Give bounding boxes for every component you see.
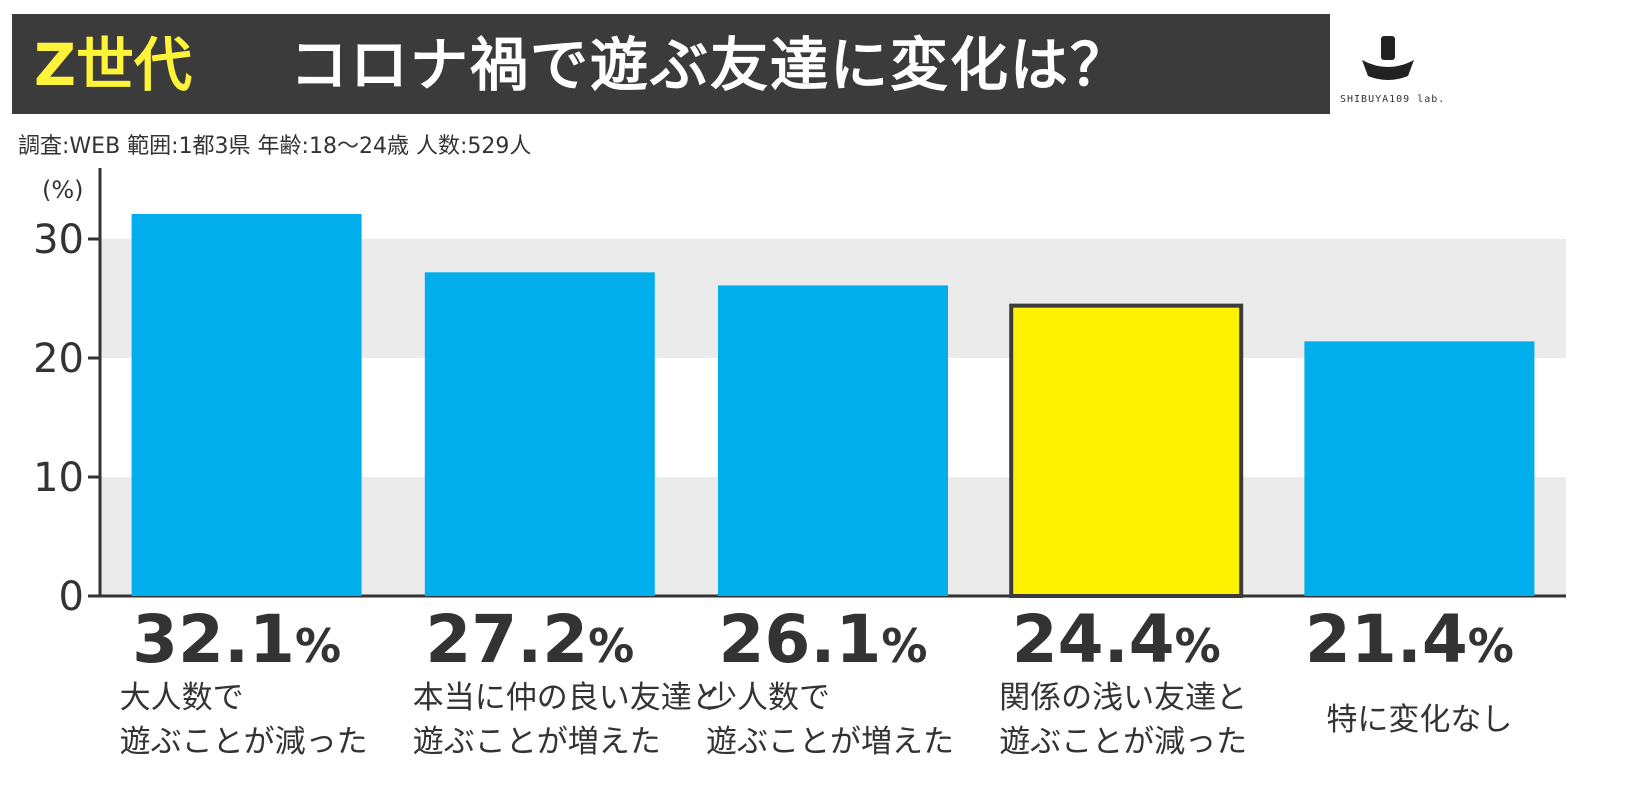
chart-title: コロナ禍で遊ぶ友達に変化は？ [290, 31, 1131, 99]
value-label: 27.2% [425, 601, 634, 678]
logo-text: SHIBUYA109 lab. [1340, 94, 1446, 105]
y-tick-label: 20 [33, 336, 84, 382]
value-label: 21.4% [1305, 601, 1514, 678]
bar [718, 285, 948, 596]
y-tick-label: 10 [33, 455, 84, 501]
title-badge: Z世代 [34, 31, 193, 99]
category-label: 関係の浅い友達と遊ぶことが減った [999, 680, 1247, 760]
y-tick-label: 30 [33, 217, 84, 263]
category-label: 特に変化なし [1326, 702, 1512, 738]
logo-icon [1362, 36, 1414, 80]
title-bar: Z世代 コロナ禍で遊ぶ友達に変化は？ [12, 14, 1330, 114]
bar [131, 214, 362, 596]
value-label: 32.1% [132, 601, 341, 678]
bar [1009, 303, 1244, 598]
bar [1304, 341, 1535, 596]
bar [424, 272, 655, 596]
category-label: 少人数で遊ぶことが増えた [706, 680, 954, 760]
category-label: 本当に仲の良い友達と遊ぶことが増えた [413, 680, 723, 760]
y-tick-label: 0 [59, 574, 84, 620]
survey-info: 調査:WEB 範囲:1都3県 年齢:18〜24歳 人数:529人 [18, 134, 532, 159]
y-axis-unit: (%) [42, 176, 84, 204]
shibuya109-logo: SHIBUYA109 lab. [1340, 32, 1444, 112]
value-label: 24.4% [1012, 601, 1221, 678]
value-label: 26.1% [719, 601, 928, 678]
category-label: 大人数で遊ぶことが減った [120, 680, 368, 760]
